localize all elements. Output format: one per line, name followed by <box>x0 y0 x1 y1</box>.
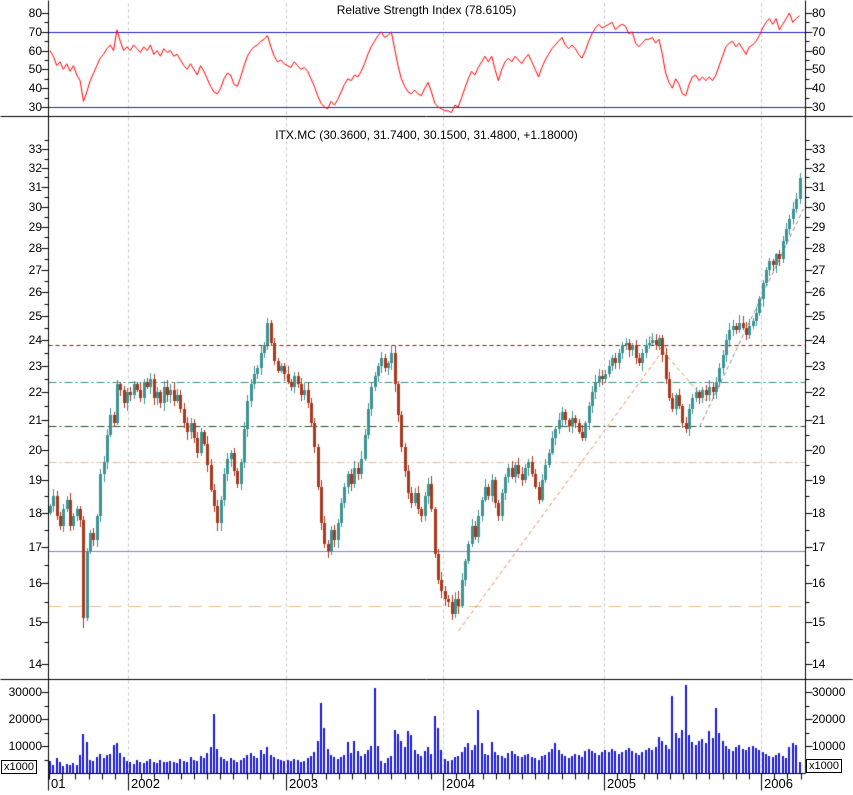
year-label: 2005 <box>607 776 636 791</box>
price-axis-label: 26 <box>28 285 42 299</box>
volume-axis-label: 20000 <box>812 712 846 726</box>
price-axis-label: 24 <box>812 333 826 347</box>
rsi-axis-label: 60 <box>28 44 42 58</box>
rsi-axis-label: 50 <box>28 62 42 76</box>
price-axis-label: 19 <box>812 473 826 487</box>
year-label: 2006 <box>764 776 793 791</box>
year-label: 2003 <box>289 776 318 791</box>
price-axis-label: 23 <box>812 359 826 373</box>
rsi-axis-label: 40 <box>812 81 826 95</box>
volume-axis-label: 10000 <box>812 739 846 753</box>
price-axis-label: 23 <box>28 359 42 373</box>
price-axis-label: 32 <box>812 161 826 175</box>
rsi-axis-label: 70 <box>28 25 42 39</box>
rsi-axis-label: 50 <box>812 62 826 76</box>
volume-axis-label: 30000 <box>812 685 846 699</box>
price-axis-label: 31 <box>812 180 826 194</box>
price-axis-label: 24 <box>28 333 42 347</box>
price-axis-label: 30 <box>28 200 42 214</box>
price-axis-label: 27 <box>812 263 826 277</box>
year-label: 2004 <box>446 776 475 791</box>
price-axis-label: 14 <box>28 657 42 671</box>
price-axis-label: 26 <box>812 285 826 299</box>
price-axis-label: 16 <box>28 576 42 590</box>
price-axis-label: 19 <box>28 473 42 487</box>
price-axis-label: 33 <box>812 142 826 156</box>
rsi-axis-label: 80 <box>812 6 826 20</box>
volume-axis-label: 20000 <box>8 712 42 726</box>
rsi-axis-label: 80 <box>28 6 42 20</box>
price-axis-label: 25 <box>812 309 826 323</box>
price-panel-title: ITX.MC (30.3600, 31.7400, 30.1500, 31.48… <box>275 128 578 142</box>
price-axis-label: 15 <box>812 615 826 629</box>
price-axis-label: 21 <box>28 413 42 427</box>
price-axis-label: 28 <box>812 241 826 255</box>
price-axis-label: 32 <box>28 161 42 175</box>
price-axis-label: 20 <box>812 443 826 457</box>
rsi-axis-label: 60 <box>812 44 826 58</box>
volume-axis-label: 10000 <box>8 739 42 753</box>
rsi-axis-label: 40 <box>28 81 42 95</box>
rsi-axis-label: 30 <box>812 100 826 114</box>
price-axis-label: 18 <box>28 506 42 520</box>
price-axis-label: 21 <box>812 413 826 427</box>
price-axis-label: 16 <box>812 576 826 590</box>
volume-axis-label: 30000 <box>8 685 42 699</box>
price-axis-label: 22 <box>812 385 826 399</box>
price-axis-label: 14 <box>812 657 826 671</box>
rsi-panel-title: Relative Strength Index (78.6105) <box>336 3 517 17</box>
price-axis-label: 22 <box>28 385 42 399</box>
price-axis-label: 17 <box>28 540 42 554</box>
price-axis-label: 30 <box>812 200 826 214</box>
price-axis-label: 29 <box>28 220 42 234</box>
price-axis-label: 28 <box>28 241 42 255</box>
volume-unit-label-right: x1000 <box>806 759 842 773</box>
price-axis-label: 17 <box>812 540 826 554</box>
rsi-axis-label: 70 <box>812 25 826 39</box>
price-axis-label: 29 <box>812 220 826 234</box>
year-label: 01 <box>51 776 66 791</box>
price-axis-label: 27 <box>28 263 42 277</box>
price-axis-label: 31 <box>28 180 42 194</box>
year-label: 2002 <box>131 776 160 791</box>
volume-unit-label-left: x1000 <box>1 760 37 774</box>
price-axis-label: 20 <box>28 443 42 457</box>
rsi-axis-label: 30 <box>28 100 42 114</box>
price-axis-label: 33 <box>28 142 42 156</box>
price-axis-label: 15 <box>28 615 42 629</box>
price-axis-label: 18 <box>812 506 826 520</box>
price-axis-label: 25 <box>28 309 42 323</box>
